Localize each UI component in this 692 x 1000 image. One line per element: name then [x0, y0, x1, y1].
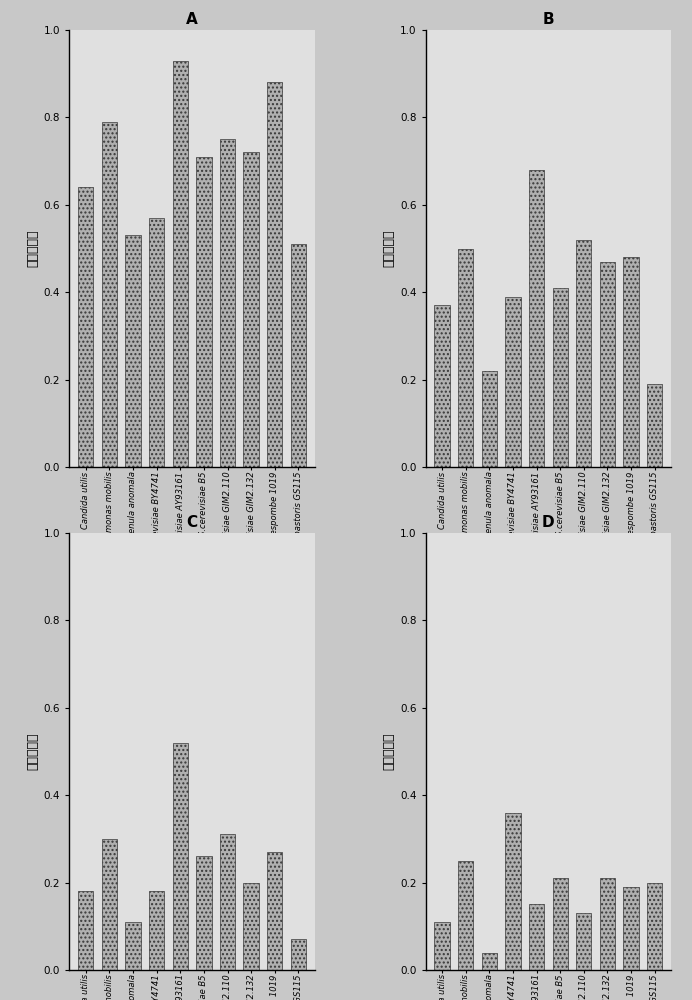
Y-axis label: 相对生长率: 相对生长率 — [26, 733, 39, 770]
Y-axis label: 相对生长率: 相对生长率 — [383, 230, 396, 267]
Bar — [623, 257, 639, 467]
Bar — [623, 887, 639, 970]
Bar — [149, 891, 164, 970]
Y-axis label: 相对生长率: 相对生长率 — [26, 230, 39, 267]
Title: C: C — [187, 515, 198, 530]
Bar — [600, 262, 615, 467]
Bar — [458, 861, 473, 970]
Bar — [552, 878, 568, 970]
Bar — [244, 152, 259, 467]
Bar — [78, 187, 93, 467]
Bar — [172, 61, 188, 467]
Bar — [291, 244, 306, 467]
Bar — [529, 904, 544, 970]
Bar — [102, 122, 117, 467]
Title: D: D — [542, 515, 555, 530]
Bar — [125, 235, 140, 467]
Bar — [267, 82, 282, 467]
Bar — [552, 288, 568, 467]
Bar — [529, 170, 544, 467]
Bar — [576, 240, 592, 467]
Bar — [78, 891, 93, 970]
Bar — [576, 913, 592, 970]
Bar — [435, 922, 450, 970]
Bar — [600, 878, 615, 970]
Bar — [647, 883, 662, 970]
Bar — [482, 953, 497, 970]
Y-axis label: 相对生长率: 相对生长率 — [383, 733, 396, 770]
Bar — [220, 139, 235, 467]
Title: B: B — [543, 12, 554, 27]
Bar — [197, 856, 212, 970]
Bar — [149, 218, 164, 467]
Bar — [244, 883, 259, 970]
Bar — [291, 939, 306, 970]
Bar — [125, 922, 140, 970]
Bar — [482, 371, 497, 467]
Bar — [172, 743, 188, 970]
Bar — [505, 813, 520, 970]
Bar — [220, 834, 235, 970]
Bar — [647, 384, 662, 467]
Bar — [435, 305, 450, 467]
Bar — [505, 297, 520, 467]
Title: A: A — [186, 12, 198, 27]
Bar — [197, 157, 212, 467]
Bar — [267, 852, 282, 970]
Bar — [102, 839, 117, 970]
Bar — [458, 249, 473, 467]
